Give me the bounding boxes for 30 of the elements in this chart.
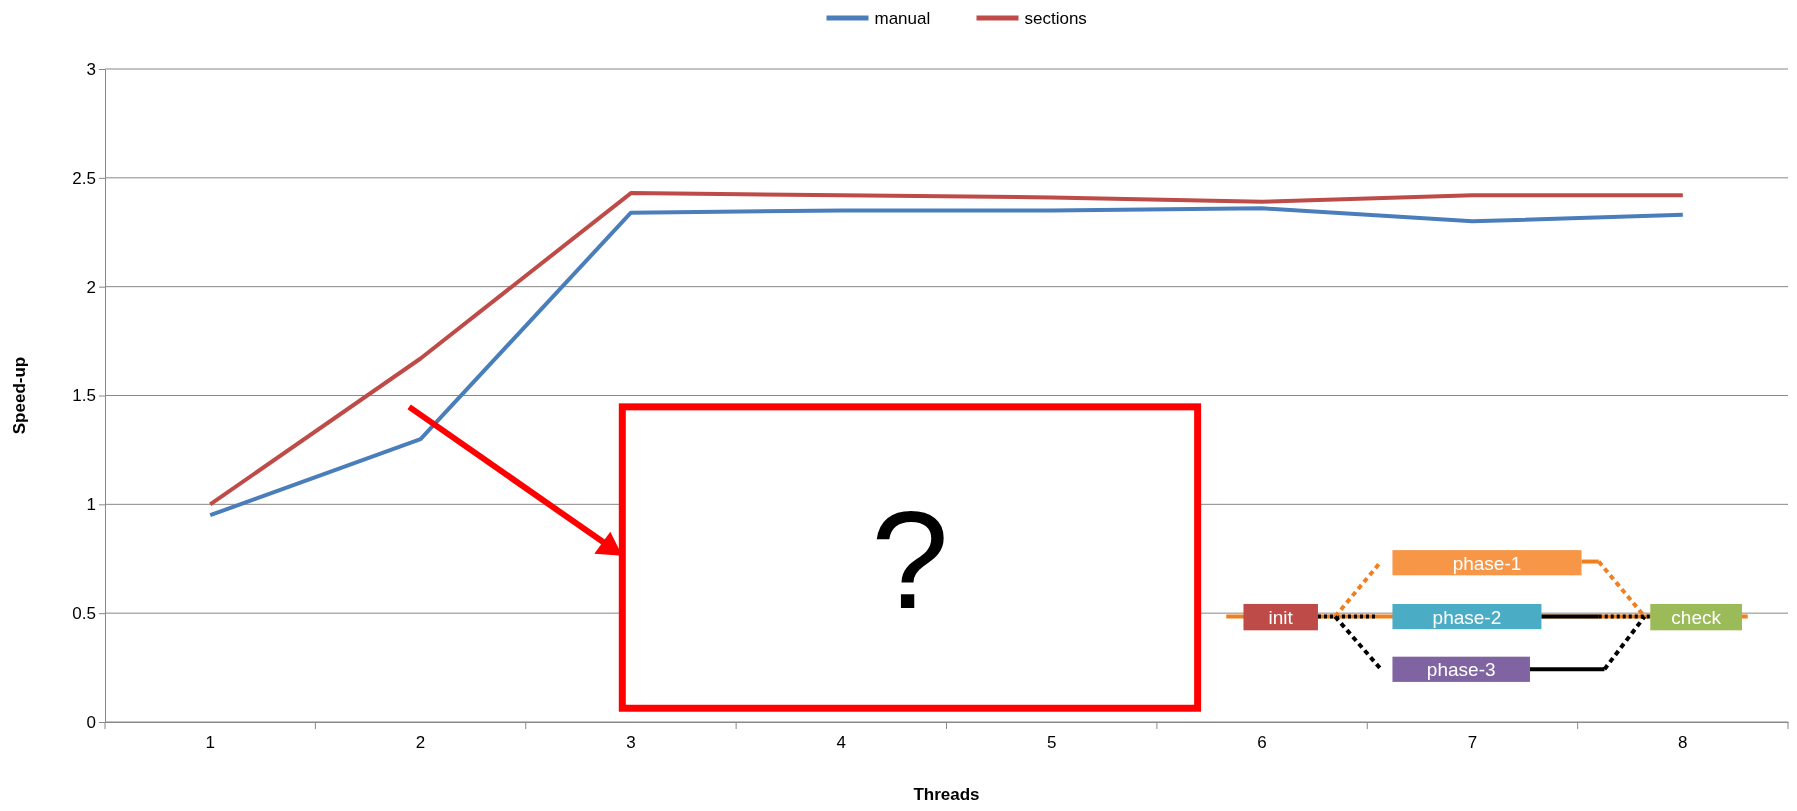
y-axis-title: Speed-up	[10, 356, 29, 435]
step-box: phase-1	[1392, 550, 1582, 576]
x-tick-label: 4	[836, 733, 847, 753]
x-tick-label: 6	[1257, 733, 1267, 753]
x-axis-title: Threads	[913, 785, 980, 804]
legend-label: sections	[1024, 9, 1087, 28]
annotation: check	[1671, 607, 1722, 629]
y-tick-label: 2	[86, 277, 96, 297]
x-tick-label: 5	[1046, 733, 1057, 753]
y-tick-label: 1	[86, 495, 96, 515]
x-tick-label: 3	[626, 733, 636, 753]
annotation: phase-2	[1432, 606, 1502, 628]
annotation: init	[1268, 607, 1294, 629]
step-box: phase-3	[1392, 656, 1530, 682]
y-tick-label: 1.5	[72, 386, 96, 406]
y-tick-label: 3	[86, 59, 96, 79]
step-box: init	[1243, 603, 1318, 631]
x-tick-label: 1	[205, 733, 215, 753]
step-box: phase-2	[1392, 603, 1542, 630]
x-tick-label: 8	[1678, 733, 1688, 753]
annotation: phase-1	[1452, 552, 1522, 574]
y-tick-label: 0.5	[72, 604, 96, 624]
x-tick-label: 7	[1467, 733, 1478, 753]
y-tick-label: 2.5	[72, 168, 96, 188]
y-tick-label: 0	[86, 712, 96, 732]
annotation: phase-3	[1426, 659, 1496, 681]
legend-label: manual	[874, 9, 931, 28]
x-tick-label: 2	[415, 733, 426, 753]
annotation: ?	[871, 480, 949, 638]
step-box: check	[1650, 603, 1742, 631]
